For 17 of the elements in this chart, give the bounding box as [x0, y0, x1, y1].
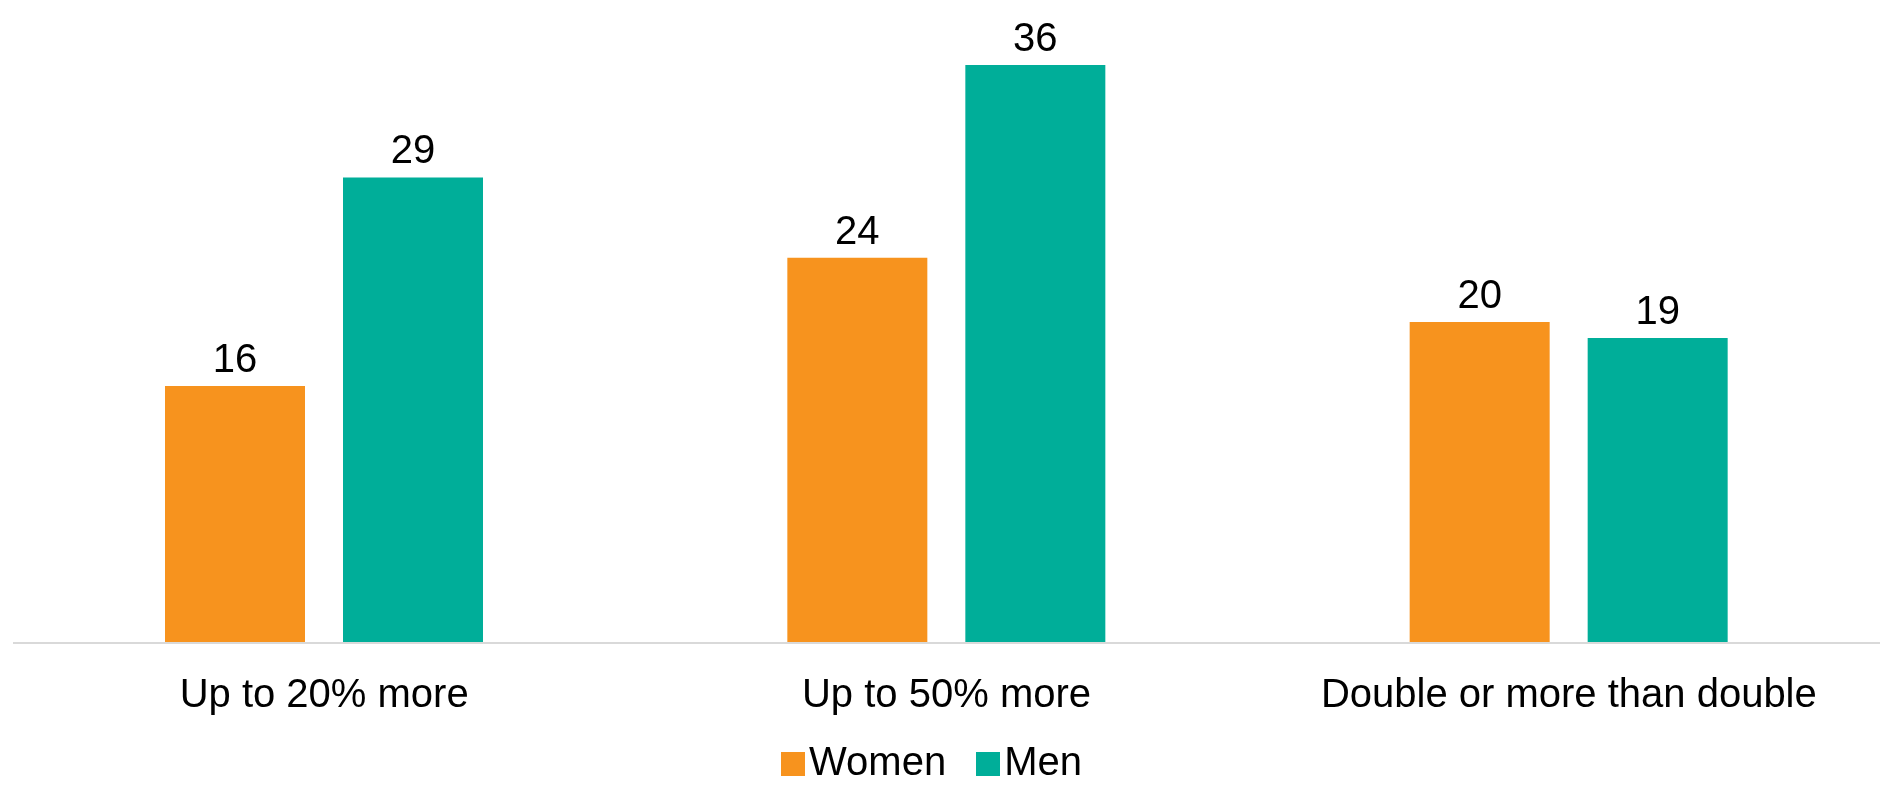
- data-label: 16: [212, 336, 258, 381]
- x-tick-label: Double or more than double: [1320, 671, 1817, 716]
- data-label: 36: [1013, 15, 1058, 59]
- bar: [1587, 337, 1728, 643]
- bar: [787, 257, 928, 643]
- data-label: 24: [835, 207, 880, 252]
- x-tick-label: Up to 50% more: [801, 671, 1092, 716]
- bar: [343, 177, 483, 643]
- bar: [965, 65, 1106, 643]
- legend-label: Women: [809, 739, 947, 783]
- data-label: 29: [390, 127, 436, 172]
- bar: [165, 386, 305, 643]
- data-label: 20: [1457, 271, 1502, 316]
- data-label: 19: [1635, 287, 1680, 332]
- x-tick-label: Up to 20% more: [179, 671, 469, 716]
- legend-label: Men: [1004, 739, 1082, 783]
- bar: [1409, 321, 1550, 643]
